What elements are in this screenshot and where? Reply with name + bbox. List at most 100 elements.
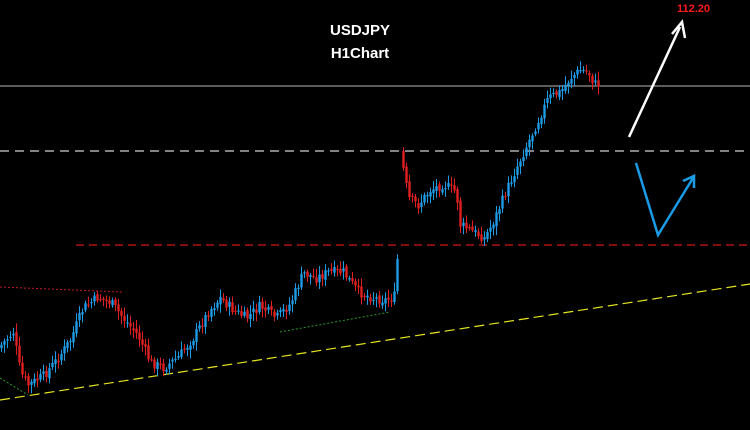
candle-body-106 xyxy=(318,274,321,283)
candle-body-110 xyxy=(330,268,333,271)
price-label: 112.20 xyxy=(677,3,711,15)
candle-body-22 xyxy=(66,342,69,348)
candle-body-87 xyxy=(261,301,264,309)
chart-subtitle: H1Chart xyxy=(330,45,390,62)
candle-body-49 xyxy=(147,345,150,360)
candle-body-82 xyxy=(246,310,249,319)
candle-body-95 xyxy=(285,309,288,312)
candle-body-167 xyxy=(504,195,507,198)
candle-body-169 xyxy=(510,182,513,184)
candle-body-3 xyxy=(9,336,12,338)
candle-body-127 xyxy=(381,302,384,306)
candle-body-41 xyxy=(123,315,126,321)
candle-body-48 xyxy=(144,344,147,347)
candle-body-34 xyxy=(102,298,105,300)
candle-body-104 xyxy=(312,275,315,278)
candle-body-101 xyxy=(303,272,306,274)
candle-body-139 xyxy=(420,202,423,207)
candle-body-8 xyxy=(24,376,27,378)
candle-body-25 xyxy=(75,321,78,334)
candle-body-23 xyxy=(69,340,72,343)
candle-body-161 xyxy=(486,232,489,239)
candle-body-91 xyxy=(273,311,276,317)
candle-body-117 xyxy=(351,278,354,282)
candle-body-67 xyxy=(201,325,204,328)
candle-body-54 xyxy=(162,363,165,372)
candle-body-55 xyxy=(165,369,168,372)
candle-body-52 xyxy=(156,362,159,370)
candle-body-85 xyxy=(255,309,258,313)
candle-body-168 xyxy=(507,182,510,197)
candle-body-170 xyxy=(513,176,516,183)
candle-body-135 xyxy=(408,181,411,198)
candle-body-149 xyxy=(450,184,453,186)
candle-body-177 xyxy=(534,131,537,135)
candle-body-184 xyxy=(555,91,558,96)
candle-body-26 xyxy=(78,313,81,321)
candle-body-53 xyxy=(159,363,162,365)
candle-body-42 xyxy=(126,322,129,324)
candle-body-148 xyxy=(447,183,450,187)
candle-body-109 xyxy=(327,270,330,272)
candle-body-37 xyxy=(111,300,114,306)
candle-body-21 xyxy=(63,346,66,354)
candle-body-144 xyxy=(435,186,438,191)
candle-body-4 xyxy=(12,333,15,336)
candle-body-27 xyxy=(81,312,84,315)
candle-body-100 xyxy=(300,273,303,288)
candle-body-120 xyxy=(360,286,363,298)
candle-body-60 xyxy=(180,349,183,357)
candle-body-57 xyxy=(171,359,174,362)
candle-body-10 xyxy=(30,381,33,385)
candle-body-162 xyxy=(489,227,492,232)
white-arrow-head xyxy=(671,19,687,39)
candle-body-58 xyxy=(174,358,177,360)
candle-body-102 xyxy=(306,271,309,277)
candle-body-74 xyxy=(222,298,225,301)
arrows xyxy=(627,19,696,239)
candle-body-93 xyxy=(279,310,282,313)
candle-body-29 xyxy=(87,304,90,306)
candle-body-79 xyxy=(237,310,240,312)
candle-body-142 xyxy=(429,192,432,197)
candle-body-32 xyxy=(96,294,99,301)
candle-body-157 xyxy=(474,230,477,232)
candle-body-186 xyxy=(561,88,564,92)
candle-body-43 xyxy=(129,323,132,327)
candle-body-11 xyxy=(33,378,36,384)
candle-body-73 xyxy=(219,296,222,305)
candle-body-70 xyxy=(210,309,213,317)
candle-body-111 xyxy=(333,267,336,273)
candle-body-61 xyxy=(183,348,186,350)
candle-body-65 xyxy=(195,329,198,342)
candle-body-35 xyxy=(105,299,108,302)
candle-body-195 xyxy=(588,73,591,76)
candle-body-147 xyxy=(444,188,447,190)
blue-v-arrow xyxy=(634,162,695,239)
candle-body-121 xyxy=(363,295,366,297)
candle-body-136 xyxy=(411,195,414,197)
candle-body-140 xyxy=(423,194,426,203)
candle-body-62 xyxy=(186,347,189,350)
upper-dotted-line xyxy=(0,286,123,293)
candle-body-0 xyxy=(0,344,3,349)
candle-body-137 xyxy=(414,196,417,202)
candle-body-44 xyxy=(132,328,135,331)
candle-body-124 xyxy=(372,299,375,301)
candle-body-51 xyxy=(153,359,156,369)
candle-body-119 xyxy=(357,285,360,288)
candle-body-129 xyxy=(387,297,390,300)
candle-body-45 xyxy=(135,328,138,334)
candle-body-17 xyxy=(51,362,54,368)
candle-body-192 xyxy=(579,70,582,72)
candle-body-96 xyxy=(288,304,291,311)
candle-body-66 xyxy=(198,325,201,329)
candle-body-76 xyxy=(228,301,231,307)
candle-body-90 xyxy=(270,306,273,310)
candle-body-114 xyxy=(342,268,345,272)
candle-body-190 xyxy=(573,75,576,78)
rising-trendline xyxy=(0,283,750,401)
candle-body-12 xyxy=(36,378,39,381)
candle-body-18 xyxy=(54,359,57,364)
candle-body-118 xyxy=(354,281,357,286)
